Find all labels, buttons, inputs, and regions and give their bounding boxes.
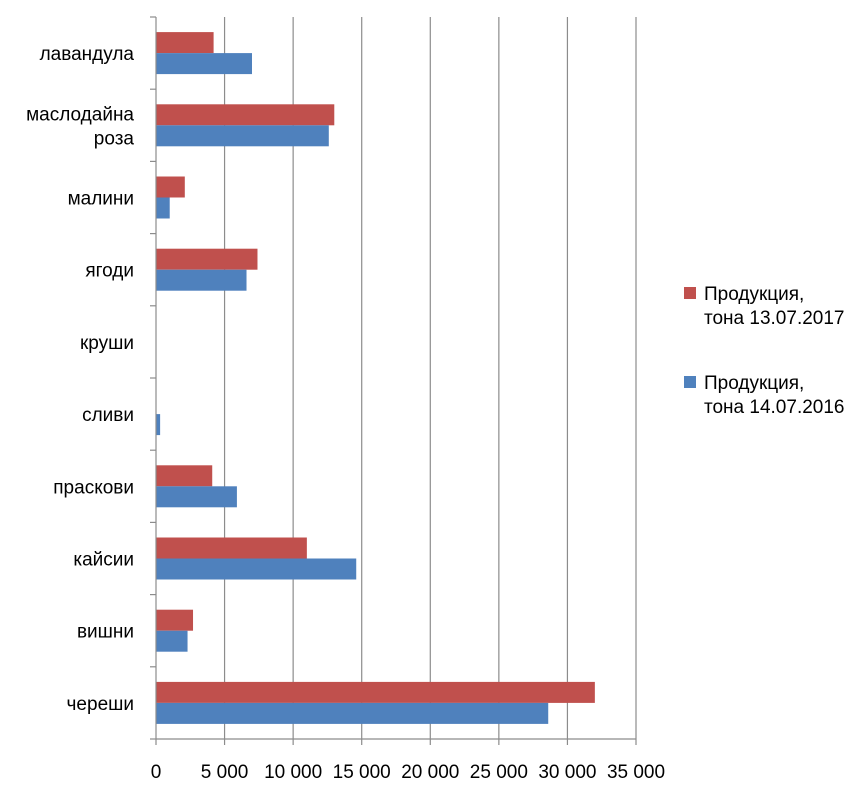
category-label: маслодайна	[26, 104, 134, 125]
category-label: лавандула	[40, 44, 135, 65]
category-label: круши	[80, 333, 134, 354]
category-label: ягоди	[85, 261, 134, 282]
bar-series-2016	[156, 53, 252, 75]
bar-series-2017	[156, 176, 185, 198]
category-label: роза	[94, 128, 135, 149]
bar-series-2017	[156, 248, 258, 270]
category-label: малини	[68, 189, 134, 210]
bar-series-2017	[156, 537, 307, 559]
bar-series-2017	[156, 681, 595, 703]
legend-label: тона 14.07.2016	[704, 397, 845, 418]
x-tick-label: 5 000	[201, 762, 249, 783]
legend-swatch	[684, 287, 696, 299]
x-tick-label: 10 000	[264, 762, 322, 783]
bar-series-2016	[156, 630, 188, 652]
bar-series-2016	[156, 702, 549, 724]
category-label: праскови	[53, 477, 134, 498]
x-tick-label: 0	[151, 762, 162, 783]
axes	[150, 16, 637, 745]
bar-series-2017	[156, 32, 214, 54]
legend: Продукция, тона 13.07.2017 Продукция, тона …	[684, 284, 845, 418]
legend-label: Продукция,	[704, 284, 804, 305]
category-label: сливи	[82, 405, 134, 426]
bar-series-2017	[156, 609, 194, 631]
x-tick-label: 15 000	[333, 762, 391, 783]
bar-series-2016	[156, 414, 161, 436]
labels: лавандула маслодайна роза малини ягоди круши с…	[26, 44, 665, 783]
x-tick-label: 30 000	[538, 762, 596, 783]
legend-label: Продукция,	[704, 373, 804, 394]
legend-label: тона 13.07.2017	[704, 308, 845, 329]
bar-series-2016	[156, 269, 247, 291]
bars	[156, 32, 595, 724]
x-tick-label: 20 000	[401, 762, 459, 783]
bar-series-2016	[156, 197, 170, 219]
x-tick-label: 35 000	[607, 762, 665, 783]
bar-series-2016	[156, 558, 357, 580]
bar-series-2016	[156, 486, 237, 508]
legend-swatch	[684, 376, 696, 388]
category-label: вишни	[77, 622, 134, 643]
category-label: череши	[67, 694, 134, 715]
category-label: кайсии	[73, 550, 134, 571]
bar-series-2016	[156, 125, 329, 147]
x-tick-label: 25 000	[470, 762, 528, 783]
bar-series-2017	[156, 465, 213, 487]
bar-series-2017	[156, 104, 335, 126]
